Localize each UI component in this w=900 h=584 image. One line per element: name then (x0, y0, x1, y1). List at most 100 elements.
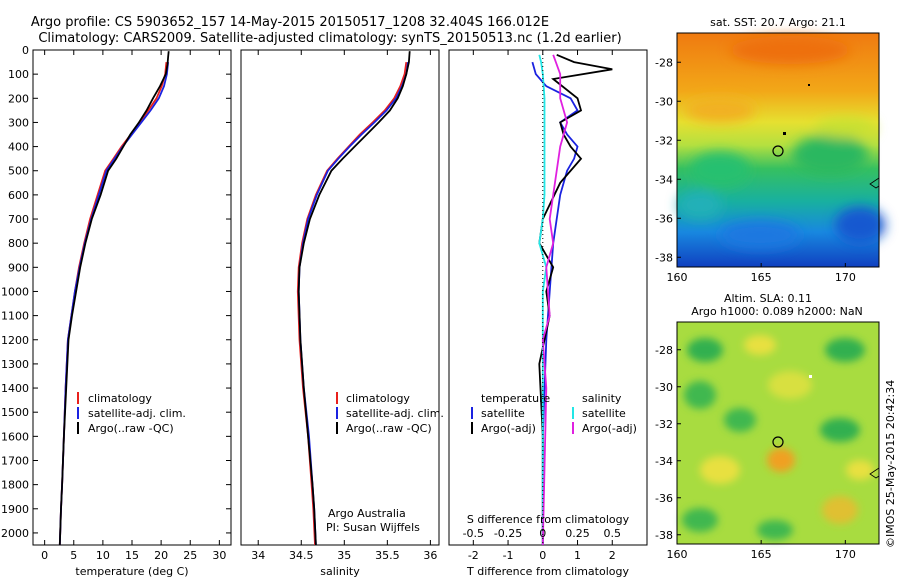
y-tick-label: 200 (8, 92, 29, 105)
series-line-temperature-satellite (531, 61, 579, 545)
y-tick-label: 1500 (1, 406, 29, 419)
legend-label-argo: Argo(..raw -QC) (88, 422, 174, 435)
float-dot-sst-2 (783, 132, 786, 135)
lat-tick-label: -38 (655, 529, 673, 542)
lat-tick-label: -34 (655, 455, 673, 468)
x-tick-label: 35.5 (375, 549, 400, 562)
x-axis-label: salinity (320, 565, 360, 578)
lat-tick-label: -34 (655, 173, 673, 186)
sst-map-title: sat. SST: 20.7 Argo: 21.1 (710, 16, 846, 29)
y-tick-label: 1700 (1, 454, 29, 467)
legend-title-salinity: salinity (582, 392, 622, 405)
legend-label-temp-satellite: satellite (481, 407, 525, 420)
series-line-salinity-argo-adj- (541, 54, 569, 546)
y-tick-label: 1300 (1, 358, 29, 371)
float-dot-sla (809, 375, 812, 378)
salinity-panel (240, 49, 440, 546)
series-line-satellite-adj-clim- (58, 62, 169, 546)
lat-tick-label: -32 (655, 418, 673, 431)
x-tick-label: -1 (503, 549, 514, 562)
x-tick-label: 34.5 (289, 549, 314, 562)
legend-label-sal-argo: Argo(-adj) (582, 422, 637, 435)
s-diff-axis-label: S difference from climatology (467, 513, 630, 526)
legend-label-temp-argo: Argo(-adj) (481, 422, 536, 435)
y-tick-label: 1800 (1, 479, 29, 492)
x-tick-label: 20 (154, 549, 168, 562)
y-tick-label: 500 (8, 165, 29, 178)
y-tick-label: 300 (8, 116, 29, 129)
title-line-2: Climatology: CARS2009. Satellite-adjuste… (38, 31, 621, 46)
series-line-argo-raw-qc- (58, 51, 170, 546)
y-tick-label: 1000 (1, 285, 29, 298)
x-tick-label: 1 (574, 549, 581, 562)
y-tick-label: 2000 (1, 527, 29, 540)
lat-tick-label: -30 (655, 381, 673, 394)
y-tick-label: 900 (8, 261, 29, 274)
legend-label-sal-satellite: satellite (582, 407, 626, 420)
legend-label-argo: Argo(..raw -QC) (346, 422, 432, 435)
lat-tick-label: -38 (655, 251, 673, 264)
series-line-satellite-adj-clim- (297, 61, 409, 546)
y-tick-label: 1200 (1, 334, 29, 347)
x-axis-label: T difference from climatology (466, 565, 629, 578)
sla-map (676, 321, 880, 545)
sst-frame (676, 32, 880, 268)
lon-tick-label: 170 (835, 271, 856, 284)
x-tick-label: 36 (423, 549, 437, 562)
lat-tick-label: -30 (655, 95, 673, 108)
difference-panel (448, 49, 648, 546)
x-tick-label: 25 (183, 549, 197, 562)
x-tick-label: 0 (41, 549, 48, 562)
lat-tick-label: -36 (655, 492, 673, 505)
imos-stamp: ©IMOS 25-May-2015 20:42:34 (884, 380, 897, 548)
s-diff-tick-label: -0.5 (463, 527, 484, 540)
sla-map-title-1: Altim. SLA: 0.11 (724, 292, 812, 305)
title-line-1: Argo profile: CS 5903652_157 14-May-2015… (31, 15, 549, 30)
series-line-climatology (58, 62, 168, 546)
lat-tick-label: -32 (655, 134, 673, 147)
y-tick-label: 1400 (1, 382, 29, 395)
lat-tick-label: -28 (655, 56, 673, 69)
float-marker-sst (772, 145, 784, 157)
x-tick-label: 30 (212, 549, 226, 562)
credits-pi: PI: Susan Wijffels (326, 521, 420, 534)
y-tick-label: 100 (8, 68, 29, 81)
s-diff-tick-label: -0.25 (494, 527, 522, 540)
legend-title-temperature: temperature (481, 392, 550, 405)
x-tick-label: 34 (251, 549, 265, 562)
x-tick-label: -2 (468, 549, 479, 562)
x-axis-label: temperature (deg C) (75, 565, 188, 578)
credits-org: Argo Australia (328, 507, 406, 520)
temperature-plot: 0100200300400500600700800900100011001200… (1, 44, 231, 578)
x-tick-label: 10 (96, 549, 110, 562)
legend-label-satellite: satellite-adj. clim. (346, 407, 444, 420)
x-tick-label: 35 (337, 549, 351, 562)
y-tick-label: 400 (8, 141, 29, 154)
salinity-legend: climatology satellite-adj. clim. Argo(..… (336, 392, 444, 435)
y-tick-label: 0 (22, 44, 29, 57)
coast-outline-sst (869, 177, 880, 189)
series-line-argo-raw-qc- (297, 51, 411, 546)
sst-map (676, 32, 885, 268)
lon-tick-label: 170 (835, 548, 856, 561)
temperature-legend: climatology satellite-adj. clim. Argo(..… (77, 392, 186, 435)
sla-lon-ticks: 160 165 170 (667, 540, 856, 561)
s-diff-tick-label: 0 (539, 527, 546, 540)
lon-tick-label: 160 (667, 271, 688, 284)
y-tick-label: 800 (8, 237, 29, 250)
sla-map-title-2: Argo h1000: 0.089 h2000: NaN (691, 305, 863, 318)
y-tick-label: 1100 (1, 310, 29, 323)
float-marker-sla (772, 436, 784, 448)
sla-lat-ticks: -28 -30 -32 -34 -36 -38 (655, 344, 681, 542)
difference-plot: -2 -1 0 1 2 T difference from climatology -0.5… (463, 50, 630, 578)
coast-outline-sla (869, 467, 880, 479)
lat-tick-label: -36 (655, 212, 673, 225)
series-line-climatology (296, 61, 408, 546)
lat-tick-label: -28 (655, 344, 673, 357)
legend-label-climatology: climatology (346, 392, 410, 405)
s-diff-tick-label: 0.5 (604, 527, 622, 540)
x-tick-label: 5 (70, 549, 77, 562)
sst-lon-ticks: 160 165 170 (667, 263, 856, 284)
